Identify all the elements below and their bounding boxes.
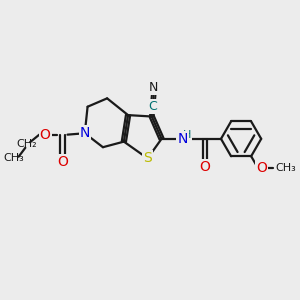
Text: O: O [256, 161, 267, 175]
Text: CH₃: CH₃ [275, 163, 296, 173]
Text: O: O [57, 155, 68, 169]
Text: O: O [200, 160, 210, 174]
Text: CH₂: CH₂ [16, 140, 37, 149]
Text: N: N [177, 132, 188, 146]
Text: S: S [143, 152, 152, 165]
Text: N: N [149, 81, 158, 94]
Text: O: O [40, 128, 51, 142]
Text: H: H [182, 130, 191, 140]
Text: C: C [148, 100, 157, 113]
Text: N: N [80, 126, 90, 140]
Text: CH₃: CH₃ [3, 153, 24, 164]
